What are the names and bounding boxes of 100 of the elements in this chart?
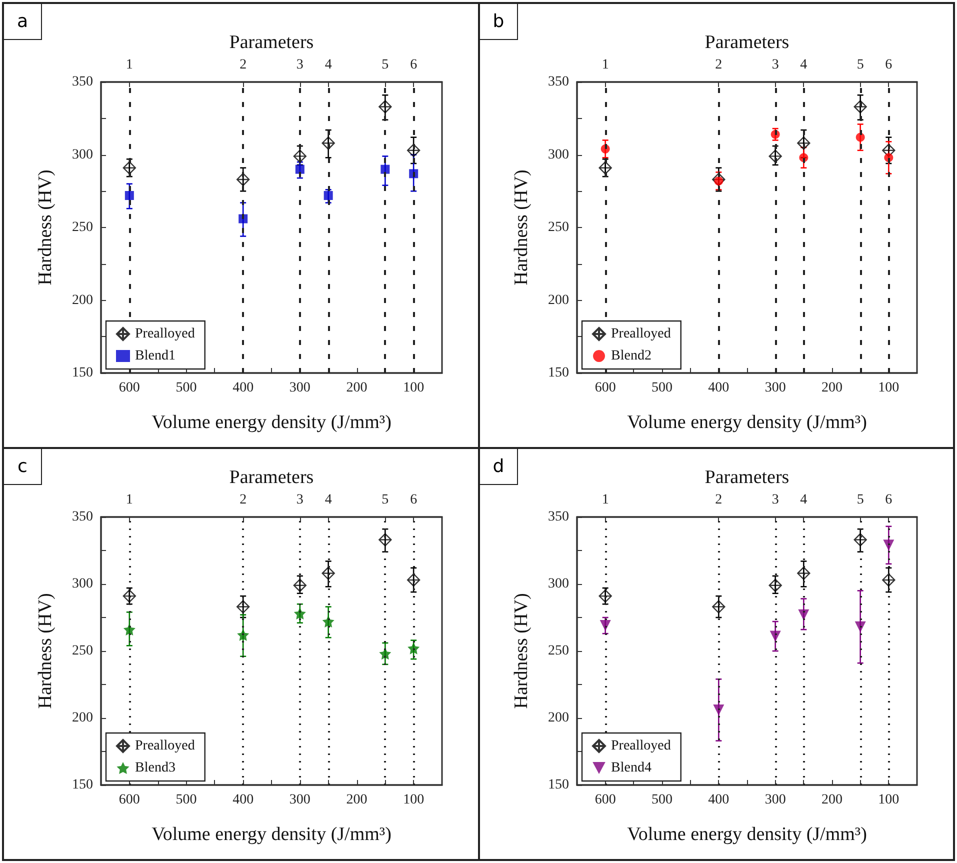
x-tick-label: 600 — [118, 380, 140, 396]
x-tick-label: 500 — [176, 380, 197, 396]
text: d — [480, 449, 518, 485]
point — [380, 164, 390, 174]
legend-label: Blend1 — [135, 348, 176, 364]
x-tick-label: 200 — [822, 380, 842, 396]
annotation: 4 — [324, 492, 332, 508]
y-tick-label: 200 — [548, 292, 569, 308]
point — [322, 566, 335, 580]
text: a — [4, 4, 42, 40]
annotation: 6 — [885, 492, 892, 508]
annotation: 5 — [382, 58, 389, 72]
x-tick-label: 500 — [652, 792, 672, 808]
point — [770, 630, 781, 642]
annotation: 4 — [800, 58, 808, 72]
x2-axis-title: Parameters — [229, 467, 314, 488]
point — [854, 100, 867, 114]
x-tick-label: 200 — [346, 792, 368, 808]
y-tick-label: 300 — [72, 147, 93, 162]
x-tick-label: 600 — [118, 792, 140, 808]
legend-label: Blend4 — [611, 760, 652, 776]
annotation: 6 — [410, 58, 418, 72]
legend-label: Prealloyed — [135, 738, 195, 754]
x-tick-label: 100 — [403, 380, 424, 396]
y-tick-label: 300 — [548, 147, 569, 162]
point — [378, 100, 392, 114]
legend-label: Prealloyed — [135, 326, 195, 342]
x-tick-label: 300 — [764, 380, 786, 396]
x-tick-label: 500 — [652, 380, 672, 396]
point — [712, 172, 726, 186]
annotation: 1 — [602, 492, 609, 508]
annotation: 2 — [240, 492, 247, 508]
x-tick-label: 100 — [878, 380, 900, 396]
x-tick-label: 500 — [176, 792, 197, 808]
x-tick-label: 300 — [289, 792, 310, 808]
text: b — [480, 4, 518, 40]
y-tick-label: 150 — [72, 366, 93, 380]
x-tick-label: 100 — [878, 792, 900, 808]
point — [854, 621, 866, 632]
y-tick-label: 350 — [72, 74, 93, 90]
point — [882, 144, 896, 157]
point — [322, 136, 335, 150]
x-tick-label: 400 — [232, 792, 254, 808]
x-axis-title: Volume energy density (J/mm³) — [627, 824, 867, 845]
point — [600, 620, 611, 632]
y-tick-label: 300 — [548, 576, 569, 592]
y-tick-label: 200 — [72, 292, 93, 308]
point — [712, 600, 726, 614]
y-tick-label: 350 — [548, 510, 569, 524]
point — [378, 533, 392, 546]
x2-axis-title: Parameters — [704, 467, 790, 488]
y-axis-title: Hardness (HV) — [35, 593, 56, 709]
point — [713, 704, 724, 716]
point — [406, 573, 420, 587]
annotation: 5 — [856, 492, 864, 508]
point — [598, 589, 612, 603]
point — [854, 533, 867, 546]
x-tick-label: 600 — [594, 380, 616, 396]
annotation: 2 — [715, 492, 722, 508]
point — [324, 190, 333, 200]
annotation: 3 — [296, 58, 304, 72]
x-axis-title: Volume energy density (J/mm³) — [627, 412, 867, 433]
annotation: 4 — [324, 58, 332, 72]
point — [293, 150, 307, 163]
x-axis-title: Volume energy density (J/mm³) — [152, 412, 392, 433]
annotation: 5 — [856, 58, 864, 72]
y-tick-label: 250 — [72, 644, 93, 658]
text: c — [4, 449, 42, 485]
y-tick-label: 150 — [548, 778, 569, 792]
annotation: 4 — [800, 492, 808, 508]
y-tick-label: 350 — [548, 74, 569, 90]
annotation: 1 — [602, 58, 609, 72]
x-tick-label: 300 — [764, 792, 786, 808]
y-axis-title: Hardness (HV) — [35, 170, 56, 286]
y-tick-label: 250 — [72, 220, 93, 235]
y-tick-label: 200 — [548, 710, 569, 726]
point — [408, 642, 420, 654]
x-tick-label: 600 — [594, 792, 616, 808]
point — [882, 573, 896, 587]
y-tick-label: 250 — [548, 644, 569, 658]
annotation: 2 — [715, 58, 722, 72]
point — [293, 578, 307, 592]
point — [236, 600, 250, 614]
point — [123, 624, 136, 636]
y-tick-label: 200 — [72, 710, 93, 726]
point — [294, 607, 306, 620]
point — [322, 616, 334, 628]
x-axis-title: Volume energy density (J/mm³) — [152, 824, 392, 845]
legend-label: Prealloyed — [611, 326, 671, 342]
annotation: 2 — [240, 58, 247, 72]
x2-axis-title: Parameters — [229, 32, 314, 53]
point — [122, 161, 136, 174]
point — [122, 589, 136, 603]
point — [856, 132, 865, 142]
point — [236, 172, 250, 186]
point — [124, 190, 134, 200]
annotation: 3 — [772, 492, 779, 508]
x-tick-label: 200 — [822, 792, 842, 808]
point — [598, 161, 612, 174]
point — [797, 136, 810, 150]
